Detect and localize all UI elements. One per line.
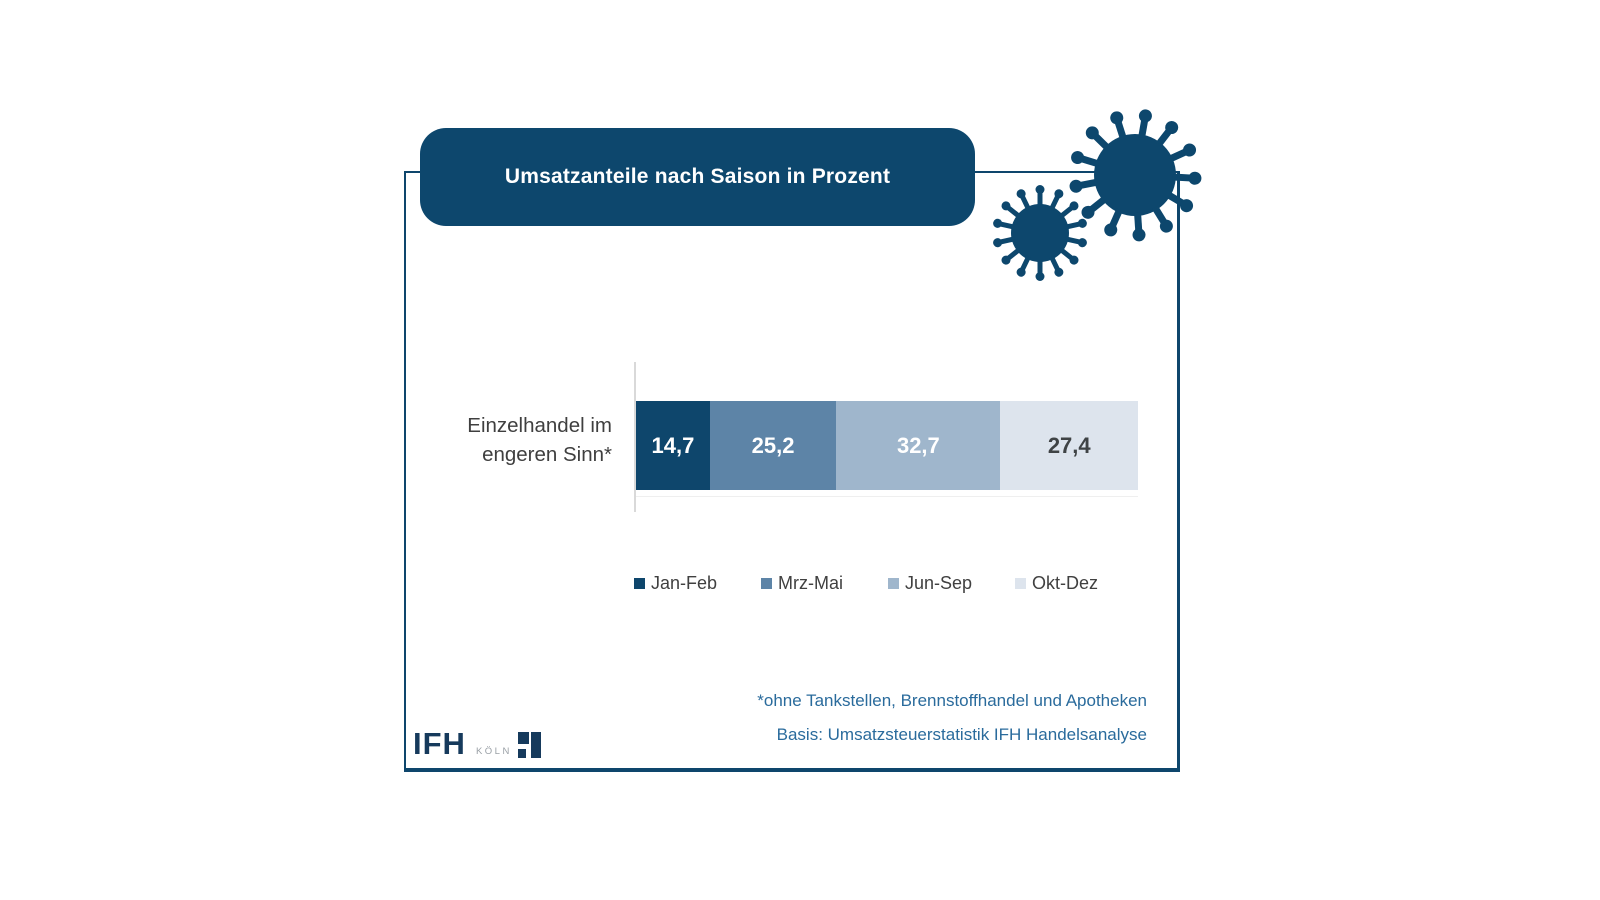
logo-wordmark: IFH [413, 726, 466, 761]
bar-value-label: 32,7 [896, 432, 940, 458]
legend-label: Jan-Feb [651, 572, 718, 593]
bar-segment-mrz-mai: 25,2 [709, 401, 837, 490]
legend-item-jan-feb: Jan-Feb [634, 572, 761, 594]
legend-item-jun-sep: Jun-Sep [888, 572, 1015, 594]
legend-item-okt-dez: Okt-Dez [1015, 572, 1142, 594]
legend-swatch-icon [634, 577, 645, 589]
stacked-bar: 14,7 25,2 32,7 27,4 [636, 401, 1138, 490]
coronavirus-icon [993, 185, 1087, 281]
bar-value-label: 25,2 [751, 432, 795, 458]
legend-swatch-icon [761, 577, 772, 589]
footnote-asterisk: *ohne Tankstellen, Brennstoffhandel und … [757, 691, 1147, 710]
bar-value-label: 27,4 [1047, 432, 1091, 458]
category-axis-line [634, 362, 636, 512]
chart-legend: Jan-Feb Mrz-Mai Jun-Sep Okt-Dez [634, 572, 1154, 594]
coronavirus-icon [1069, 109, 1202, 242]
bar-value-label: 14,7 [651, 432, 695, 458]
title-banner: Umsatzanteile nach Saison in Prozent [420, 128, 975, 226]
plot-baseline [636, 496, 1138, 497]
logo-mark-icon [517, 732, 541, 758]
logo-city-label: KÖLN [475, 746, 512, 757]
category-label-line2: engeren Sinn* [482, 443, 612, 466]
bar-segment-okt-dez: 27,4 [1000, 401, 1138, 490]
legend-swatch-icon [1015, 577, 1026, 589]
legend-label: Okt-Dez [1032, 572, 1099, 593]
category-label: Einzelhandel im engeren Sinn* [360, 411, 612, 469]
bar-segment-jun-sep: 32,7 [836, 401, 1001, 490]
chart-title: Umsatzanteile nach Saison in Prozent [504, 165, 891, 188]
footnote-source: Basis: Umsatzsteuerstatistik IFH Handels… [776, 725, 1147, 744]
legend-swatch-icon [888, 577, 899, 589]
legend-label: Mrz-Mai [778, 572, 843, 593]
bar-segment-jan-feb: 14,7 [636, 401, 710, 490]
ifh-koeln-logo: IFH KÖLN [413, 724, 541, 761]
legend-item-mrz-mai: Mrz-Mai [761, 572, 888, 594]
legend-label: Jun-Sep [905, 572, 973, 593]
category-label-line1: Einzelhandel im [467, 414, 612, 437]
